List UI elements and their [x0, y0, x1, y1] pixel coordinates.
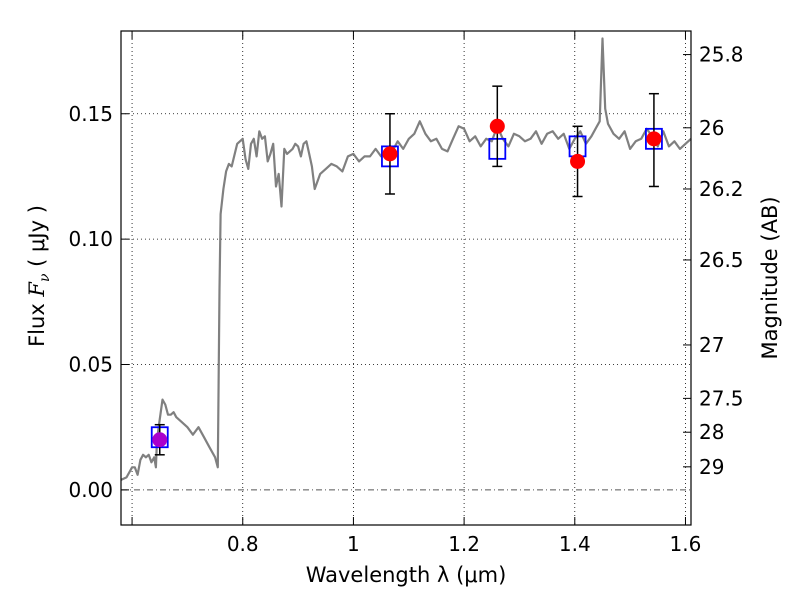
- y-tick-label: 0.05: [68, 353, 113, 377]
- x-tick-label: 1.2: [448, 532, 480, 556]
- x-tick-label: 1.4: [559, 532, 591, 556]
- y2-tick-label: 29: [699, 455, 724, 479]
- y-axis-label-subscript: ν: [37, 273, 53, 282]
- y2-tick-label: 26: [699, 116, 724, 140]
- x-tick-label: 0.8: [227, 532, 259, 556]
- plot-area: [120, 37, 692, 481]
- grid-lines: [121, 31, 691, 525]
- y-axis-label: Flux Fν ( μJy ): [25, 205, 53, 347]
- x-axis-ticks: 0.8 1 1.2 1.4 1.6: [131, 31, 702, 556]
- y2-tick-label: 26.5: [699, 248, 744, 272]
- y-axis-label-variable: F: [25, 281, 49, 298]
- y2-tick-label: 27.5: [699, 386, 744, 410]
- observed-data-point: [382, 146, 398, 162]
- y-tick-label: 0.10: [68, 227, 113, 251]
- observed-data-point: [152, 432, 168, 448]
- y-axis-ticks: 0.00 0.05 0.10 0.15: [68, 102, 129, 502]
- x-tick-label: 1.6: [670, 532, 702, 556]
- x-tick-label: 1: [347, 532, 360, 556]
- y2-tick-label: 25.8: [699, 43, 744, 67]
- y-axis-label-prefix: Flux: [25, 297, 49, 347]
- x-axis-label: Wavelength λ (μm): [306, 563, 507, 587]
- spectrum-line: [120, 37, 692, 481]
- plot-frame: [120, 30, 692, 526]
- y2-axis-ticks: 25.8 26 26.2 26.5 27 27.5 28 29: [683, 43, 744, 479]
- observed-data-point: [570, 153, 586, 169]
- y-tick-label: 0.00: [68, 478, 113, 502]
- y2-axis-label: Magnitude (AB): [758, 196, 782, 359]
- y-axis-label-suffix: ( μJy ): [25, 205, 49, 273]
- y2-tick-label: 27: [699, 333, 724, 357]
- y-tick-label: 0.15: [68, 102, 113, 126]
- observed-data-point: [646, 131, 662, 147]
- y2-tick-label: 28: [699, 420, 724, 444]
- y2-tick-label: 26.2: [699, 177, 744, 201]
- observed-data-point: [489, 118, 505, 134]
